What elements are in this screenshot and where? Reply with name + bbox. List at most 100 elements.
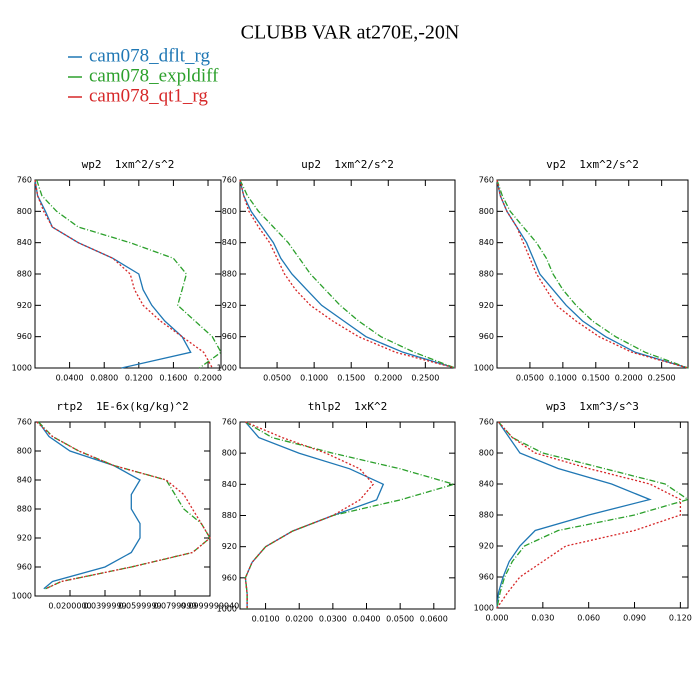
y-tick-label: 840 — [17, 238, 32, 247]
y-tick-label: 800 — [222, 449, 237, 458]
x-tick-label: 0.2500 — [411, 374, 439, 383]
series-line — [496, 179, 689, 369]
y-tick-label: 960 — [222, 573, 237, 582]
series-line — [37, 421, 141, 590]
y-tick-label: 840 — [17, 476, 32, 485]
y-tick-label: 920 — [479, 301, 494, 310]
plot-frame — [239, 179, 456, 369]
y-tick-label: 1000 — [474, 604, 494, 613]
x-tick-label: 0.1500 — [582, 374, 610, 383]
x-tick-label: 0.0600 — [420, 615, 448, 624]
x-tick-label: 0.090 — [623, 614, 646, 623]
x-tick-label: 0.0999999940 — [181, 602, 240, 611]
y-tick-label: 880 — [17, 270, 32, 279]
panel-title: rtp2 1E-6x(kg/kg)^2 — [56, 400, 188, 413]
y-tick-label: 1000 — [217, 364, 237, 373]
x-tick-label: 0.0200 — [285, 615, 313, 624]
series-line — [239, 179, 456, 369]
panel-title: wp3 1xm^3/s^3 — [546, 400, 639, 413]
y-tick-label: 800 — [17, 207, 32, 216]
x-tick-label: 0.060 — [577, 614, 600, 623]
x-tick-label: 0.1600 — [159, 374, 187, 383]
y-tick-label: 920 — [222, 542, 237, 551]
x-tick-label: 0.0400 — [56, 374, 84, 383]
legend-label: cam078_expldiff — [89, 65, 219, 86]
x-tick-label: 0.1500 — [337, 374, 365, 383]
series-line — [496, 421, 690, 609]
y-tick-label: 880 — [222, 511, 237, 520]
x-tick-label: 0.0100 — [252, 615, 280, 624]
y-tick-label: 800 — [222, 207, 237, 216]
figure-title: CLUBB VAR at270E,-20N — [241, 22, 460, 44]
y-tick-label: 880 — [479, 270, 494, 279]
y-tick-label: 960 — [479, 332, 494, 341]
series-line — [239, 179, 456, 369]
y-tick-label: 840 — [479, 480, 494, 489]
y-tick-label: 760 — [479, 418, 494, 427]
x-tick-label: 0.1000 — [549, 374, 577, 383]
y-tick-label: 880 — [479, 511, 494, 520]
x-tick-label: 0.0399999 — [83, 602, 126, 611]
x-tick-label: 0.2000 — [194, 374, 222, 383]
series-line — [34, 179, 192, 369]
panel-title: wp2 1xm^2/s^2 — [82, 158, 175, 171]
y-tick-label: 840 — [222, 480, 237, 489]
x-tick-label: 0.0799999 — [153, 602, 196, 611]
y-tick-label: 880 — [17, 505, 32, 514]
series-line — [496, 179, 689, 369]
series-line — [496, 179, 689, 369]
series-line — [244, 421, 375, 609]
x-tick-label: 0.2000 — [615, 374, 643, 383]
y-tick-label: 800 — [479, 207, 494, 216]
x-tick-label: 0.0300 — [319, 615, 347, 624]
y-tick-label: 920 — [17, 534, 32, 543]
plot-frame — [496, 421, 689, 609]
y-tick-label: 920 — [222, 301, 237, 310]
y-tick-label: 800 — [479, 449, 494, 458]
series-line — [36, 179, 222, 369]
legend-label: cam078_dflt_rg — [89, 45, 211, 66]
series-line — [496, 421, 682, 609]
x-tick-label: 0.1000 — [300, 374, 328, 383]
x-tick-label: 0.030 — [531, 614, 554, 623]
x-tick-label: 0.0200000 — [48, 602, 91, 611]
y-tick-label: 840 — [479, 238, 494, 247]
y-tick-label: 960 — [479, 573, 494, 582]
series-line — [239, 179, 456, 369]
x-tick-label: 0.0599999 — [118, 602, 161, 611]
panel-title: up2 1xm^2/s^2 — [301, 158, 394, 171]
x-tick-label: 0.000 — [486, 614, 509, 623]
x-tick-label: 0.0800 — [90, 374, 118, 383]
plot-frame — [239, 421, 456, 610]
x-tick-label: 0.0400 — [353, 615, 381, 624]
series-line — [496, 421, 652, 609]
y-tick-label: 800 — [17, 447, 32, 456]
y-tick-label: 1000 — [217, 605, 237, 614]
y-tick-label: 760 — [222, 418, 237, 427]
y-tick-label: 1000 — [12, 364, 32, 373]
y-tick-label: 760 — [222, 176, 237, 185]
y-tick-label: 760 — [17, 176, 32, 185]
panel-title: vp2 1xm^2/s^2 — [546, 158, 639, 171]
series-line — [36, 421, 211, 590]
y-tick-label: 1000 — [474, 364, 494, 373]
y-tick-label: 760 — [479, 176, 494, 185]
y-tick-label: 920 — [479, 542, 494, 551]
y-tick-label: 1000 — [12, 592, 32, 601]
y-tick-label: 960 — [17, 563, 32, 572]
y-tick-label: 840 — [222, 238, 237, 247]
series-line — [34, 179, 213, 369]
y-tick-label: 960 — [222, 332, 237, 341]
x-tick-label: 0.0500 — [516, 374, 544, 383]
plot-frame — [496, 179, 689, 369]
y-tick-label: 960 — [17, 332, 32, 341]
series-line — [244, 421, 385, 609]
x-tick-label: 0.0500 — [263, 374, 291, 383]
x-tick-label: 0.2500 — [648, 374, 676, 383]
y-tick-label: 760 — [17, 418, 32, 427]
legend-label: cam078_qt1_rg — [89, 85, 208, 106]
x-tick-label: 0.0500 — [386, 615, 414, 624]
series-line — [38, 421, 211, 590]
series-line — [244, 421, 457, 609]
